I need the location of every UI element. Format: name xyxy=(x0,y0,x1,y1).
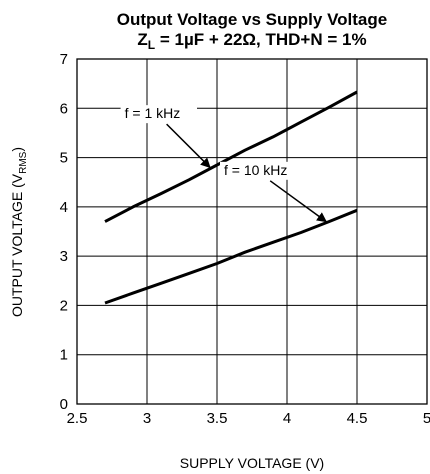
series-line-1 xyxy=(104,208,358,305)
annotation-bg-0 xyxy=(120,105,197,124)
annotation-arrow-1 xyxy=(269,180,328,223)
y-tick-label-2: 2 xyxy=(60,297,68,314)
x-tick-label-2: 3.5 xyxy=(207,410,228,427)
series-lines xyxy=(104,90,358,305)
chart-title: Output Voltage vs Supply Voltage xyxy=(117,10,387,29)
y-tick-label-1: 1 xyxy=(60,347,68,364)
y-tick-label-4: 4 xyxy=(60,199,68,216)
series-line-0 xyxy=(104,90,358,223)
annotations: f = 1 kHz f = 10 kHz xyxy=(120,105,328,223)
y-tick-labels: 0 1 2 3 4 5 6 7 xyxy=(60,51,68,413)
x-axis-label: SUPPLY VOLTAGE (V) xyxy=(180,455,324,471)
annotation-label-1: f = 10 kHz xyxy=(224,162,287,178)
x-tick-label-1: 3 xyxy=(143,410,151,427)
annotation-bg-1 xyxy=(220,161,304,180)
y-tick-label-6: 6 xyxy=(60,100,68,117)
y-tick-label-0: 0 xyxy=(60,396,68,413)
annotation-arrow-0 xyxy=(166,123,211,169)
y-tick-label-3: 3 xyxy=(60,248,68,265)
x-tick-labels: 2.5 3 3.5 4 4.5 5 xyxy=(67,410,430,427)
x-tick-label-5: 5 xyxy=(423,410,430,427)
y-axis-label: OUTPUT VOLTAGE (VRMS) xyxy=(9,147,29,317)
chart-subtitle: ZL = 1µF + 22Ω, THD+N = 1% xyxy=(137,30,366,52)
plot-frame xyxy=(76,58,428,405)
x-tick-label-4: 4.5 xyxy=(347,410,368,427)
annotation-label-0: f = 1 kHz xyxy=(125,105,181,121)
x-tick-label-3: 4 xyxy=(283,410,291,427)
y-tick-label-7: 7 xyxy=(60,51,68,68)
x-tick-label-0: 2.5 xyxy=(67,410,88,427)
y-tick-label-5: 5 xyxy=(60,150,68,167)
